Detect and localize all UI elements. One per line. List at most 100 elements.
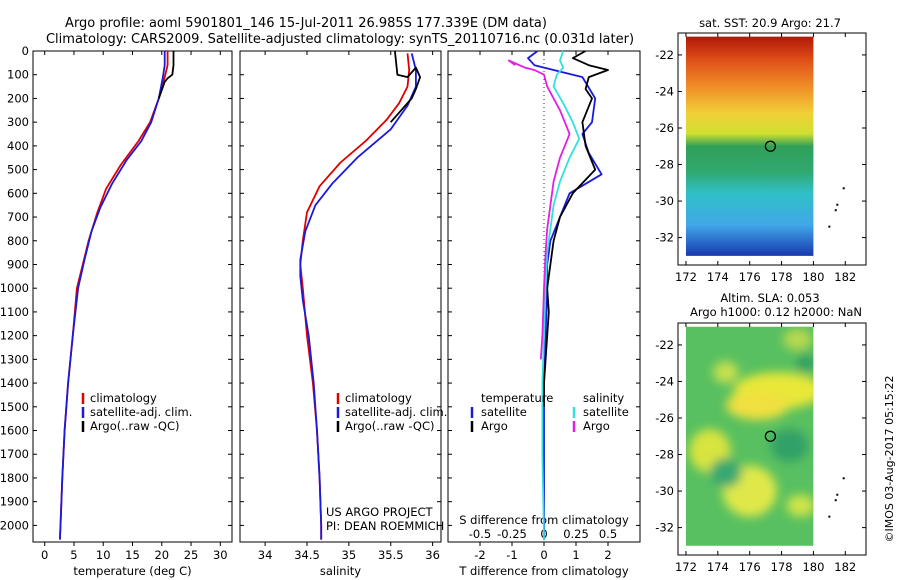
salinity-plot-frame bbox=[239, 50, 442, 543]
depth-tick-label: 700 bbox=[7, 210, 29, 224]
temperature-xtick-label: 30 bbox=[213, 548, 228, 562]
figure-title-line1: Argo profile: aoml 5901801_146 15-Jul-20… bbox=[65, 16, 547, 31]
temperature-xtick-label: 25 bbox=[184, 548, 199, 562]
lat-tick-label: -22 bbox=[655, 338, 674, 352]
depth-tick-label: 600 bbox=[7, 186, 29, 200]
depth-tick-label: 2000 bbox=[0, 518, 29, 532]
depth-tick-label: 500 bbox=[7, 163, 29, 177]
imos-watermark: ©IMOS 03-Aug-2017 05:15:22 bbox=[883, 376, 896, 543]
sla-map-panel: 172 174 176 178 180 182 -22 -24 -26 -28 -30 -32 bbox=[655, 322, 867, 574]
difference-xtick-label: -1 bbox=[506, 548, 517, 562]
sla-anomaly bbox=[770, 428, 809, 462]
sst-map-panel: 172 174 176 178 180 182 -22 -24 -26 -28 -30 -32 bbox=[655, 32, 867, 284]
island-marker bbox=[828, 515, 831, 518]
temperature-series-argo-raw-qc- bbox=[157, 51, 175, 99]
project-annotation: US ARGO PROJECT bbox=[326, 505, 434, 519]
sla-anomaly bbox=[713, 361, 739, 384]
depth-tick-label: 1800 bbox=[0, 471, 29, 485]
lon-tick-label: 176 bbox=[739, 270, 761, 284]
temperature-xtick-label: 5 bbox=[70, 548, 77, 562]
lon-tick-label: 176 bbox=[739, 560, 761, 574]
legend-label: Argo bbox=[583, 419, 610, 433]
temperature-xtick-label: 10 bbox=[96, 548, 111, 562]
legend-label: Argo(..raw -QC) bbox=[90, 419, 180, 433]
island-marker bbox=[834, 209, 837, 212]
s-diff-tick-label: -0.25 bbox=[497, 527, 527, 541]
temperature-xlabel: temperature (deg C) bbox=[73, 564, 191, 578]
sla-anomaly bbox=[783, 328, 812, 351]
lon-tick-label: 182 bbox=[834, 560, 856, 574]
s-diff-tick-label: 0.5 bbox=[599, 527, 617, 541]
lon-tick-label: 178 bbox=[771, 560, 793, 574]
lat-tick-label: -28 bbox=[655, 158, 674, 172]
difference-series-temperature-argo bbox=[543, 50, 609, 407]
legend-label: Argo bbox=[481, 419, 508, 433]
depth-tick-label: 400 bbox=[7, 139, 29, 153]
salinity-xtick-label: 35 bbox=[342, 548, 357, 562]
lon-tick-label: 172 bbox=[675, 560, 697, 574]
lat-tick-label: -22 bbox=[655, 48, 674, 62]
legend-label: climatology bbox=[345, 391, 412, 405]
sla-anomaly bbox=[709, 458, 742, 488]
legend-label: Argo(..raw -QC) bbox=[345, 419, 435, 433]
temperature-xtick-label: 15 bbox=[125, 548, 140, 562]
salinity-xtick-label: 36 bbox=[425, 548, 440, 562]
island-marker bbox=[842, 477, 845, 480]
depth-tick-label: 1600 bbox=[0, 424, 29, 438]
lon-tick-label: 180 bbox=[802, 270, 824, 284]
legend-label: satellite bbox=[583, 405, 629, 419]
difference-xtick-label: -2 bbox=[474, 548, 485, 562]
depth-tick-label: 1300 bbox=[0, 352, 29, 366]
salinity-xtick-label: 35.5 bbox=[378, 548, 404, 562]
temperature-xtick-label: 20 bbox=[154, 548, 169, 562]
difference-xtick-label: 2 bbox=[604, 548, 611, 562]
depth-tick-label: 0 bbox=[22, 44, 29, 58]
difference-xtick-label: 0 bbox=[540, 548, 547, 562]
temperature-plot-frame bbox=[32, 50, 233, 543]
argo-float-marker bbox=[764, 430, 777, 442]
lat-tick-label: -26 bbox=[655, 121, 674, 135]
lat-tick-label: -32 bbox=[655, 231, 674, 245]
salinity-profile-panel: 34 34.5 35 35.5 36 salinity climatologysatelli… bbox=[239, 50, 447, 578]
island-marker bbox=[834, 499, 837, 502]
depth-tick-label: 1000 bbox=[0, 281, 29, 295]
depth-tick-label: 100 bbox=[7, 68, 29, 82]
difference-xlabel: T difference from climatology bbox=[458, 564, 629, 578]
sst-field bbox=[685, 36, 814, 256]
legend-label: climatology bbox=[90, 391, 157, 405]
depth-tick-label: 900 bbox=[7, 257, 29, 271]
lat-tick-label: -32 bbox=[655, 521, 674, 535]
lon-tick-label: 172 bbox=[675, 270, 697, 284]
sla-anomaly bbox=[795, 354, 814, 373]
pi-annotation: PI: DEAN ROEMMICH bbox=[326, 519, 444, 533]
depth-tick-label: 200 bbox=[7, 91, 29, 105]
lon-tick-label: 180 bbox=[802, 560, 824, 574]
island-marker bbox=[828, 225, 831, 228]
sla-anomaly-blobs bbox=[689, 328, 814, 517]
sla-anomaly bbox=[786, 494, 814, 517]
salinity-xtick-label: 34 bbox=[258, 548, 273, 562]
island-marker bbox=[842, 187, 845, 190]
lon-tick-label: 174 bbox=[707, 270, 729, 284]
depth-tick-label: 300 bbox=[7, 115, 29, 129]
figure-title-line2: Climatology: CARS2009. Satellite-adjuste… bbox=[46, 32, 634, 47]
salinity-series-argo-raw-qc- bbox=[390, 50, 422, 123]
legend-label: satellite-adj. clim. bbox=[345, 405, 447, 419]
lat-tick-label: -30 bbox=[655, 484, 674, 498]
legend-heading-temperature: temperature bbox=[481, 391, 553, 405]
lon-tick-label: 174 bbox=[707, 560, 729, 574]
salinity-xtick-label: 34.5 bbox=[294, 548, 320, 562]
lon-tick-label: 178 bbox=[771, 270, 793, 284]
difference-series-salinity-argo bbox=[507, 59, 571, 360]
lat-tick-label: -24 bbox=[655, 84, 674, 98]
sla-anomaly bbox=[725, 390, 790, 420]
temperature-xtick-label: 0 bbox=[41, 548, 48, 562]
legend-heading-salinity: salinity bbox=[583, 391, 624, 405]
sst-map-title: sat. SST: 20.9 Argo: 21.7 bbox=[699, 16, 841, 30]
lat-tick-label: -24 bbox=[655, 374, 674, 388]
depth-tick-label: 800 bbox=[7, 234, 29, 248]
temperature-profile-panel: 0100200300400500600700800900100011001200… bbox=[0, 44, 233, 578]
depth-tick-label: 1500 bbox=[0, 400, 29, 414]
depth-tick-label: 1700 bbox=[0, 447, 29, 461]
